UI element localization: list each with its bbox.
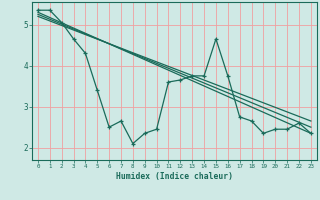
X-axis label: Humidex (Indice chaleur): Humidex (Indice chaleur) xyxy=(116,172,233,181)
